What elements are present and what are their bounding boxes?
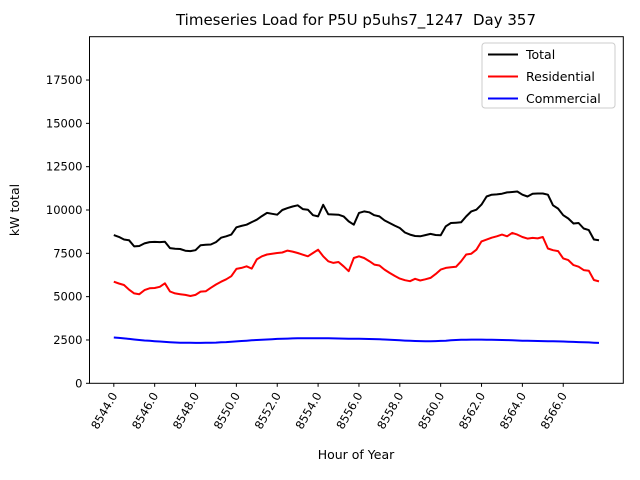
y-tick-label: 15000 (46, 116, 83, 130)
x-tick-label: 8556.0 (333, 390, 365, 432)
x-tick-label: 8548.0 (170, 390, 202, 432)
x-tick-label: 8564.0 (497, 390, 529, 432)
y-axis-label: kW total (7, 184, 22, 236)
line-commercial (113, 336, 600, 344)
x-axis-label: Hour of Year (318, 447, 395, 462)
x-tick-label: 8560.0 (415, 390, 447, 432)
legend-label-commercial: Commercial (526, 91, 601, 106)
plot-lines (113, 190, 600, 344)
y-tick-label: 7500 (53, 246, 82, 260)
line-total (113, 190, 600, 253)
y-tick-label: 0 (75, 376, 82, 390)
line-residential (113, 231, 600, 297)
x-tick-label: 8544.0 (88, 390, 120, 432)
legend-label-total: Total (525, 47, 555, 62)
x-axis-ticks: 8544.0 8546.0 8548.0 8550.0 8552.0 8554.0 8556… (88, 383, 570, 432)
x-tick-label: 8550.0 (211, 390, 243, 432)
y-tick-label: 5000 (53, 290, 82, 304)
legend-label-residential: Residential (526, 69, 595, 84)
x-tick-label: 8558.0 (374, 390, 406, 432)
y-tick-label: 2500 (53, 333, 82, 347)
x-tick-label: 8552.0 (252, 390, 284, 432)
y-tick-label: 17500 (46, 73, 83, 87)
x-tick-label: 8554.0 (292, 390, 324, 432)
x-tick-label: 8562.0 (456, 390, 488, 432)
legend: Total Residential Commercial (481, 42, 616, 109)
x-tick-label: 8546.0 (129, 390, 161, 432)
legend-box (481, 42, 616, 109)
chart-title: Timeseries Load for P5U p5uhs7_1247 Day … (175, 11, 536, 30)
y-axis-ticks: 0 2500 5000 7500 10000 12500 15000 17500 (46, 73, 90, 390)
x-tick-label: 8566.0 (538, 390, 570, 432)
y-tick-label: 10000 (46, 203, 83, 217)
y-tick-label: 12500 (46, 160, 83, 174)
